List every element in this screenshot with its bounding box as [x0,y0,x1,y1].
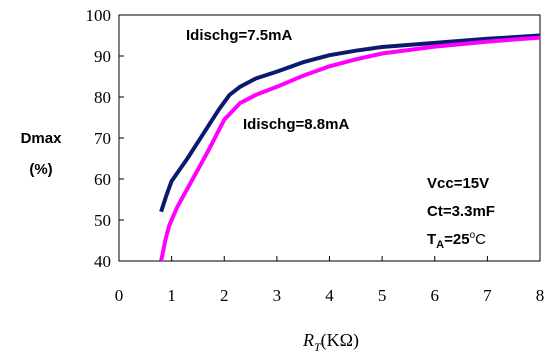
annotation-ta-value: =25 [444,231,469,248]
x-tick-label: 5 [378,286,387,305]
series-line-2 [159,35,541,262]
x-axis-ticks: 0 1 2 3 4 5 6 7 8 [115,256,545,305]
x-axis-label: RT(KΩ) [302,330,359,354]
annotation-ta-prefix: T [427,231,436,248]
series-line-1 [159,33,541,213]
x-tick-label: 3 [273,286,282,305]
y-tick-label: 50 [94,211,111,230]
x-tick-label: 8 [536,286,545,305]
y-axis-label-line1: Dmax [21,130,63,147]
series-lines [159,33,541,262]
x-axis-label-subscript: T [314,340,322,354]
x-tick-label: 2 [220,286,229,305]
y-axis-label-line2: (%) [29,161,52,178]
y-tick-label: 90 [94,47,111,66]
annotation-ta-degree: o [470,230,476,241]
x-tick-label: 7 [483,286,492,305]
y-tick-label: 60 [94,170,111,189]
y-axis-ticks: 40 50 60 70 80 90 100 [86,6,124,271]
x-axis-label-unit: (KΩ) [321,330,359,351]
x-axis-label-symbol: R [302,330,314,350]
x-tick-label: 0 [115,286,124,305]
x-tick-label: 4 [325,286,334,305]
series-label-8-8ma: Idischg=8.8mA [243,116,349,133]
x-tick-label: 6 [431,286,440,305]
y-tick-label: 40 [94,252,111,271]
series-label-7-5ma: Idischg=7.5mA [186,27,292,44]
annotation-ta: TA=25oC [427,230,486,251]
annotation-ta-unit: C [475,231,486,248]
annotation-ct: Ct=3.3mF [427,203,495,220]
annotation-vcc: Vcc=15V [427,175,489,192]
y-tick-label: 70 [94,129,111,148]
y-tick-label: 80 [94,88,111,107]
x-tick-label: 1 [167,286,176,305]
y-tick-label: 100 [86,6,112,25]
annotation-ta-subscript: A [436,239,444,251]
plot-area-frame [118,14,541,262]
